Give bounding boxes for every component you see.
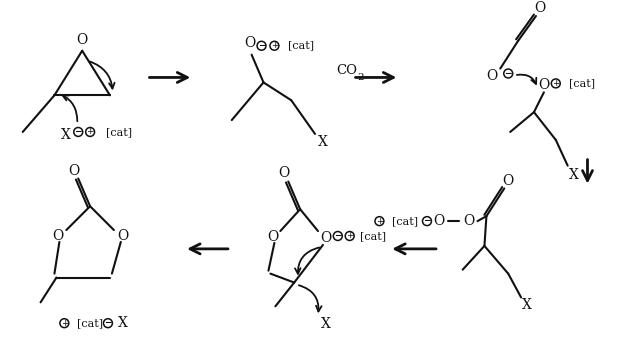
Text: O: O — [433, 214, 444, 228]
Text: +: + — [375, 216, 383, 226]
Text: [cat]: [cat] — [77, 318, 103, 328]
Text: −: − — [334, 231, 342, 240]
Text: CO: CO — [336, 64, 357, 77]
Text: O: O — [320, 231, 332, 245]
Text: O: O — [503, 173, 514, 187]
Text: X: X — [568, 168, 579, 182]
Text: X: X — [61, 128, 72, 142]
Text: [cat]: [cat] — [392, 216, 418, 226]
Text: +: + — [346, 232, 353, 240]
Text: −: − — [505, 69, 512, 78]
Text: −: − — [258, 41, 265, 50]
Text: [cat]: [cat] — [288, 40, 315, 50]
Text: −: − — [423, 216, 430, 225]
Text: [cat]: [cat] — [360, 231, 385, 241]
Text: O: O — [68, 163, 80, 177]
Text: O: O — [244, 36, 255, 50]
Text: X: X — [118, 316, 128, 330]
Text: +: + — [86, 128, 94, 136]
Text: 2: 2 — [358, 74, 364, 82]
Text: X: X — [321, 317, 331, 331]
Text: [cat]: [cat] — [106, 127, 132, 137]
Text: O: O — [538, 78, 549, 92]
Text: O: O — [52, 229, 63, 243]
Text: +: + — [552, 79, 560, 88]
Text: O: O — [279, 166, 290, 180]
Text: +: + — [271, 41, 278, 50]
Text: O: O — [266, 230, 278, 244]
Text: −: − — [104, 318, 111, 327]
Text: [cat]: [cat] — [568, 78, 595, 88]
Text: O: O — [117, 229, 128, 243]
Text: −: − — [75, 127, 82, 136]
Text: O: O — [77, 33, 88, 47]
Text: O: O — [534, 1, 546, 15]
Text: O: O — [463, 214, 474, 228]
Text: X: X — [522, 298, 532, 312]
Text: X: X — [318, 135, 328, 149]
Text: +: + — [61, 319, 68, 328]
Text: O: O — [487, 69, 498, 83]
